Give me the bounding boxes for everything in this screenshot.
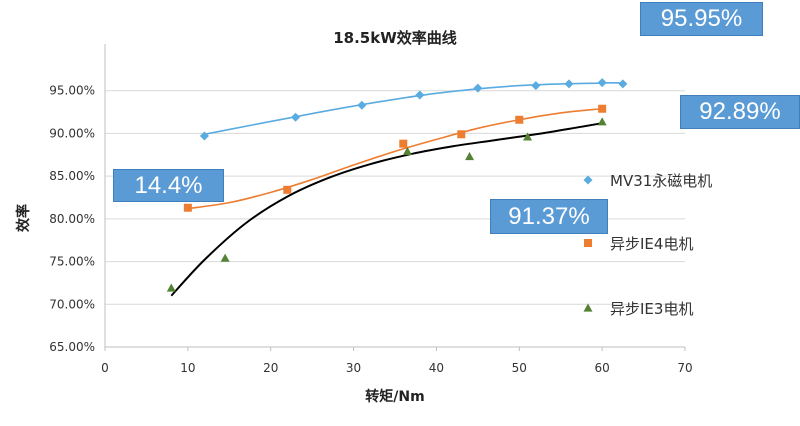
legend-label-2: 异步IE4电机 bbox=[610, 235, 693, 253]
data-point-series-3 bbox=[523, 132, 533, 141]
legend-marker-2 bbox=[584, 239, 592, 247]
y-tick-label: 95.00% bbox=[49, 84, 95, 98]
x-tick-label: 20 bbox=[263, 361, 278, 375]
legend-marker-1 bbox=[583, 175, 593, 185]
data-point-series-3 bbox=[166, 283, 176, 292]
x-axis-label: 转矩/Nm bbox=[365, 388, 424, 405]
data-point-series-1 bbox=[473, 83, 483, 93]
callout-delta: 14.4% bbox=[113, 169, 224, 202]
y-tick-label: 90.00% bbox=[49, 126, 95, 140]
callout-ie4-max: 92.89% bbox=[680, 95, 800, 129]
x-tick-label: 10 bbox=[180, 361, 195, 375]
data-point-series-1 bbox=[597, 78, 607, 88]
y-tick-label: 80.00% bbox=[49, 212, 95, 226]
trend-lines bbox=[170, 82, 623, 297]
data-point-series-2 bbox=[283, 185, 292, 194]
y-axis-label: 效率 bbox=[15, 204, 32, 232]
callout-ie3-max: 91.37% bbox=[490, 199, 608, 234]
trend-line-2 bbox=[187, 107, 603, 210]
data-point-series-1 bbox=[291, 112, 301, 122]
x-tick-label: 60 bbox=[595, 361, 610, 375]
data-points bbox=[166, 78, 628, 292]
data-point-series-1 bbox=[531, 81, 541, 91]
axes bbox=[104, 44, 686, 351]
data-point-series-3 bbox=[402, 146, 412, 155]
legend-marker-3 bbox=[583, 303, 593, 312]
x-tick-label: 50 bbox=[512, 361, 527, 375]
trend-line-3 bbox=[170, 122, 603, 297]
data-point-series-2 bbox=[183, 203, 192, 212]
legend-label-1: MV31永磁电机 bbox=[610, 172, 712, 190]
callout-mv31-max: 95.95% bbox=[640, 2, 763, 36]
data-point-series-2 bbox=[515, 115, 524, 124]
data-point-series-1 bbox=[618, 79, 628, 89]
data-point-series-1 bbox=[357, 100, 367, 110]
y-tick-label: 85.00% bbox=[49, 169, 95, 183]
chart-title: 18.5kW效率曲线 bbox=[333, 29, 457, 47]
y-tick-label: 70.00% bbox=[49, 297, 95, 311]
x-tick-label: 70 bbox=[677, 361, 692, 375]
data-point-series-3 bbox=[597, 117, 607, 126]
legend-label-3: 异步IE3电机 bbox=[610, 300, 693, 318]
x-tick-label: 40 bbox=[429, 361, 444, 375]
x-tick-label: 30 bbox=[346, 361, 361, 375]
x-tick-label: 0 bbox=[101, 361, 109, 375]
data-point-series-1 bbox=[415, 90, 425, 100]
data-point-series-2 bbox=[399, 139, 408, 148]
y-tick-label: 65.00% bbox=[49, 340, 95, 354]
x-tick-labels: 0 10 20 30 40 50 60 70 bbox=[101, 361, 692, 375]
data-point-series-1 bbox=[564, 79, 574, 89]
data-point-series-1 bbox=[199, 131, 209, 141]
y-tick-labels: 65.00% 70.00% 75.00% 80.00% 85.00% 90.00% 95.0… bbox=[49, 84, 95, 354]
data-point-series-3 bbox=[220, 253, 230, 262]
y-tick-label: 75.00% bbox=[49, 255, 95, 269]
data-point-series-2 bbox=[457, 130, 466, 139]
data-point-series-3 bbox=[465, 151, 475, 161]
data-point-series-2 bbox=[598, 104, 607, 113]
